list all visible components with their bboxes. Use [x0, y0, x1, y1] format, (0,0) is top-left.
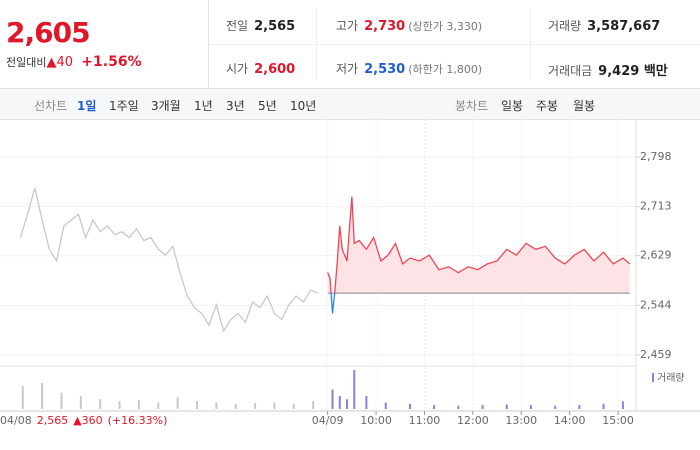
chart: 2,459 2,544 2,629 2,713 2,798 04/09 10:00 11:00…	[0, 119, 700, 427]
period-tab[interactable]: 1주일	[109, 99, 139, 113]
volume-bar	[433, 405, 436, 409]
volume-bar	[176, 397, 179, 409]
stat-label: 전일	[226, 19, 249, 33]
legend-label: 거래량	[657, 372, 685, 384]
stat: 시가 2,600	[226, 60, 295, 77]
period-tab[interactable]: 1년	[194, 99, 213, 113]
volume-bar	[331, 389, 334, 409]
volume-bar	[157, 402, 160, 409]
x-tick-label: 12:00	[457, 414, 489, 427]
stat: 고가 2,730 (상한가 3,330)	[336, 17, 482, 34]
volume-bar	[353, 370, 356, 409]
y-tick-label: 2,798	[640, 150, 672, 163]
stat-note: (하한가 1,800)	[408, 63, 483, 76]
x-tick-label: 14:00	[554, 414, 586, 427]
volume-bar	[578, 405, 581, 409]
volume-bar	[273, 402, 276, 409]
stat-note: (상한가 3,330)	[408, 20, 483, 33]
volume-bar	[346, 399, 349, 409]
volume-bar	[292, 403, 295, 409]
y-tick-label: 2,544	[640, 298, 672, 311]
area-fill	[327, 196, 630, 294]
stat-label: 고가	[336, 19, 359, 33]
volume-bar	[137, 399, 140, 409]
stat: 전일 2,565	[226, 17, 295, 34]
change-label: 전일대비	[6, 56, 47, 69]
tab-group-label: 봉차트	[455, 99, 489, 113]
volume-bar	[215, 402, 218, 409]
volume-bar	[529, 405, 532, 409]
change: ▲40	[46, 55, 74, 70]
volume-bar	[21, 386, 24, 409]
y-tick-label: 2,459	[640, 348, 672, 361]
volume-bar	[41, 383, 44, 409]
x-tick-label: 04/09	[312, 414, 344, 427]
volume-bar	[554, 405, 557, 409]
tab-group-label: 선차트	[34, 99, 68, 113]
candle-tab[interactable]: 일봉	[501, 99, 524, 113]
price-line	[19, 187, 319, 333]
period-tab[interactable]: 1일	[77, 99, 97, 113]
prev-day-field: (+16.33%)	[108, 414, 168, 427]
volume-bar	[384, 402, 387, 409]
volume-bar	[602, 403, 605, 409]
stat-label: 저가	[336, 62, 359, 76]
volume-bar	[60, 392, 63, 409]
quote-header: 2,605 전일대비▲40 +1.56% 전일 2,565 고가 2,730 (상한가 …	[0, 0, 700, 89]
current-price: 2,605	[6, 16, 91, 49]
prev-day-field: ▲360	[73, 414, 102, 427]
volume-bar	[99, 399, 102, 409]
volume-bar	[312, 401, 315, 409]
stat-label: 거래대금	[548, 64, 593, 78]
stat-value: 3,587,667	[587, 19, 661, 34]
volume-bar	[118, 401, 121, 409]
volume-bar	[457, 405, 460, 409]
volume-bar	[338, 396, 341, 409]
stat-value: 2,730	[364, 19, 406, 34]
candle-tab[interactable]: 주봉	[536, 99, 559, 113]
x-tick-label: 15:00	[602, 414, 634, 427]
stat-value: 2,530	[364, 62, 406, 77]
divider	[208, 44, 700, 45]
prev-day-field: 04/08	[0, 414, 32, 427]
stat-value: 2,600	[254, 62, 296, 77]
volume-bar	[621, 401, 624, 409]
change-rate: +1.56%	[81, 54, 142, 70]
period-tab[interactable]: 5년	[258, 99, 277, 113]
prev-day-field: 2,565	[37, 414, 69, 427]
volume-bar	[365, 396, 368, 409]
price-change: 전일대비▲40 +1.56%	[6, 54, 142, 70]
price-line	[327, 196, 631, 314]
period-tab[interactable]: 3개월	[151, 99, 181, 113]
stat: 거래량 3,587,667	[548, 17, 660, 34]
volume-bar	[408, 403, 411, 409]
stat-label: 시가	[226, 62, 249, 76]
volume-bar	[195, 401, 198, 409]
stat: 거래대금 9,429 백만	[548, 60, 668, 79]
x-tick-label: 11:00	[409, 414, 441, 427]
stat-label: 거래량	[548, 19, 582, 33]
y-tick-label: 2,713	[640, 200, 672, 213]
volume-bar	[79, 396, 82, 409]
volume-bar	[254, 403, 257, 409]
stat-value: 9,429 백만	[598, 64, 668, 79]
period-tab[interactable]: 10년	[290, 99, 317, 113]
stat: 저가 2,530 (하한가 1,800)	[336, 60, 482, 77]
chart-tabs: 선차트 1일 1주일 3개월 1년 3년 5년 10년 봉차트 일봉 주봉 월봉	[0, 89, 700, 120]
volume-bar	[234, 403, 237, 409]
legend-swatch	[652, 373, 654, 382]
quote-summary: 2,605 전일대비▲40 +1.56%	[0, 0, 209, 88]
candle-tab[interactable]: 월봉	[573, 99, 596, 113]
prev-day-info: 04/08 2,565 ▲360 (+16.33%)	[0, 414, 167, 427]
volume-bar	[481, 405, 484, 409]
x-tick-label: 13:00	[505, 414, 537, 427]
volume-bar	[505, 404, 508, 409]
y-tick-label: 2,629	[640, 249, 672, 262]
stat-value: 2,565	[254, 19, 296, 34]
period-tab[interactable]: 3년	[226, 99, 245, 113]
x-tick-label: 10:00	[360, 414, 392, 427]
